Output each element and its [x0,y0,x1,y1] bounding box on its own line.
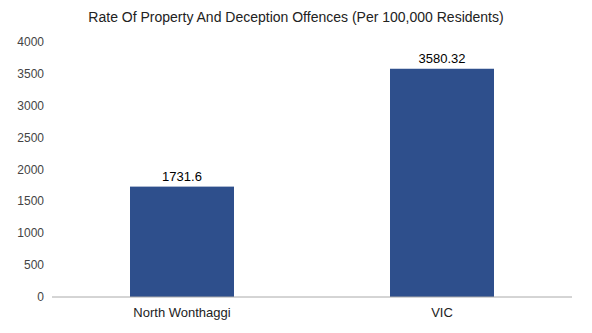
y-tick-label: 2500 [17,131,44,145]
y-tick-label: 1000 [17,226,44,240]
y-tick-label: 2000 [17,163,44,177]
chart: Rate Of Property And Deception Offences … [0,0,592,333]
title: Rate Of Property And Deception Offences … [88,9,503,25]
y-tick-label: 0 [37,290,44,304]
bar [130,187,234,297]
y-tick-label: 1500 [17,194,44,208]
data-label: 3580.32 [419,51,466,66]
bars [130,69,494,297]
y-axis: 0 500 1000 1500 2000 2500 3000 3500 4000 [17,35,44,304]
x-tick-label: VIC [431,305,453,320]
x-axis: North Wonthaggi VIC [133,305,453,320]
data-labels: 1731.6 3580.32 [162,51,465,184]
y-tick-label: 4000 [17,35,44,49]
chart-container: Rate Of Property And Deception Offences … [0,0,592,333]
page: {"chart_data": {"type": "bar", "title": … [0,0,592,333]
x-tick-label: North Wonthaggi [133,305,230,320]
data-label: 1731.6 [162,169,202,184]
x-axis-line [52,297,572,298]
y-tick-label: 3500 [17,67,44,81]
y-tick-label: 3000 [17,99,44,113]
y-tick-label: 500 [24,258,44,272]
bar [390,69,494,297]
